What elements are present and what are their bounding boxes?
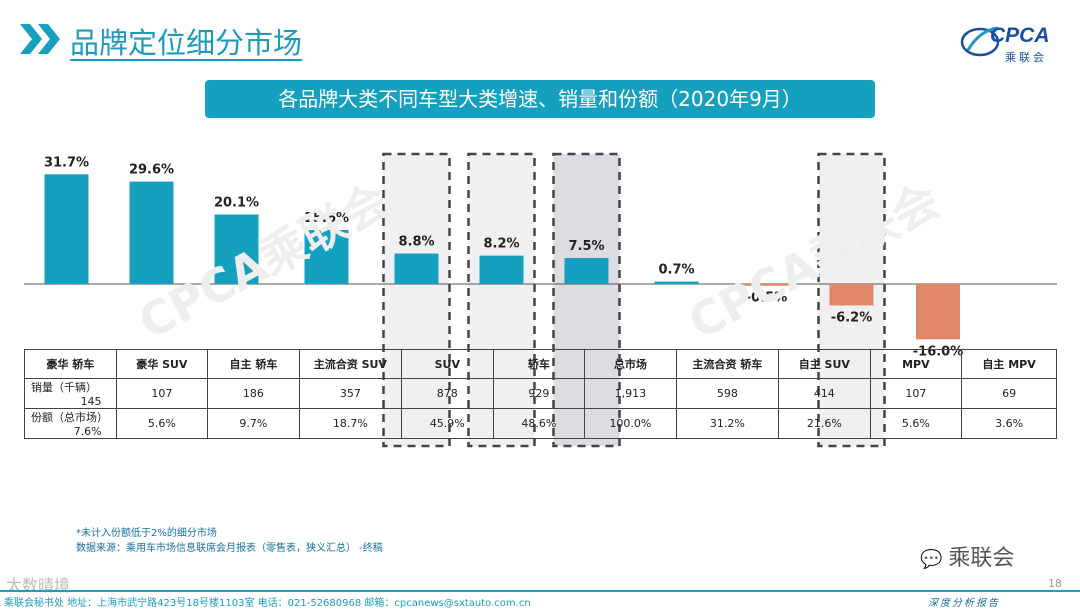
bar-label-6: 7.5% [568, 239, 604, 254]
chevron-icon [20, 24, 60, 54]
table-cell: 21.6% [778, 408, 871, 439]
table-cell: 107 [869, 378, 963, 409]
row-label: 份额（总市场） [31, 411, 108, 424]
cpca-logo [960, 26, 1000, 57]
table-cell: 9.7% [207, 408, 300, 439]
table-cell: 份额（总市场） 7.6% [24, 408, 117, 439]
table-cell: 18.7% [298, 408, 403, 439]
bar-8 [744, 284, 789, 286]
page-number: 18 [1048, 577, 1062, 590]
table-cell: 31.2% [675, 408, 780, 439]
table-cell: 100.0% [584, 408, 677, 439]
table-row: 份额（总市场） 7.6% 5.6% 9.7% 18.7% 45.9% 48.6% 100.0%… [24, 408, 1057, 439]
footer-contact: 乘联会秘书处 地址：上海市武宁路423号18号楼1103室 电话：021-526… [4, 598, 531, 609]
bar-label-9: -6.2% [831, 310, 872, 325]
bar-4 [394, 253, 439, 284]
wechat-name: 乘联会 [948, 546, 1015, 571]
bar-label-8: -0.5% [746, 291, 787, 306]
footnote: *未计入份额低于2%的细分市场 数据来源：乘用车市场信息联席会月报表（零售表，狭… [76, 526, 383, 556]
bar-label-2: 20.1% [214, 195, 259, 210]
row-value: 145 [80, 395, 102, 408]
row-label: 销量（千辆） [31, 381, 97, 394]
table-cell: 销量（千辆） 145 [24, 378, 117, 409]
table-cell: 5.6% [115, 408, 209, 439]
footnote-line1: *未计入份额低于2%的细分市场 [76, 528, 217, 539]
table-header-cell: MPV [869, 349, 963, 379]
table-header-cell: 主流合资 轿车 [675, 349, 780, 379]
table-cell: 598 [675, 378, 780, 409]
table-header-cell: 总市场 [584, 349, 677, 379]
table-row: 销量（千辆） 145 107 186 357 878 929 1,913 598 414 107 69 [24, 378, 1057, 409]
footer-divider [0, 590, 1080, 592]
bar-1 [129, 181, 174, 284]
footer-report-label: 深度分析报告 [928, 598, 1000, 609]
table-header-row: 豪华 轿车 豪华 SUV 自主 轿车 主流合资 SUV SUV 轿车 总市场 主流合资 轿车自… [24, 349, 1057, 379]
table-header-cell: 自主 轿车 [207, 349, 300, 379]
wechat-badge: 💬 乘联会 [920, 540, 1014, 572]
table-cell: 186 [207, 378, 300, 409]
logo-cn: 乘联会 [1005, 51, 1047, 64]
bar-3 [304, 230, 349, 284]
table-header-cell: 豪华 轿车 [24, 349, 117, 379]
bar-label-7: 0.7% [658, 263, 694, 278]
table-cell: 878 [401, 378, 494, 409]
table-header-cell: 自主 MPV [961, 349, 1057, 379]
bar-label-1: 29.6% [129, 163, 174, 178]
table-cell: 357 [298, 378, 403, 409]
page-title: 品牌定位细分市场 [70, 26, 303, 60]
watermark-cpca-2: CPCA乘联会 [680, 173, 948, 350]
bar-6 [564, 258, 609, 284]
table-cell: 107 [115, 378, 209, 409]
data-table: 豪华 轿车 豪华 SUV 自主 轿车 主流合资 SUV SUV 轿车 总市场 主流合资 轿车自… [24, 349, 1057, 439]
table-header-cell: 自主 SUV [778, 349, 871, 379]
table-cell: 5.6% [869, 408, 963, 439]
table-header-cell: 主流合资 SUV [298, 349, 403, 379]
wechat-icon: 💬 [920, 549, 943, 570]
bar-10 [916, 284, 960, 340]
bar-label-4: 8.8% [398, 235, 434, 250]
table-header-cell: 轿车 [492, 349, 586, 379]
table-cell: 69 [961, 378, 1057, 409]
bar-label-0: 31.7% [44, 155, 89, 170]
chart-subtitle: 各品牌大类不同车型大类增速、销量和份额（2020年9月） [205, 80, 875, 118]
bar-label-5: 8.2% [483, 237, 519, 252]
table-header-cell: SUV [401, 349, 494, 379]
bar-7 [654, 281, 699, 284]
watermark-text: 太数晴境 [6, 576, 71, 595]
table-cell: 1,913 [584, 378, 677, 409]
table-cell: 3.6% [961, 408, 1057, 439]
bar-label-3: 15.6% [304, 211, 349, 226]
table-cell: 414 [778, 378, 871, 409]
footnote-line2: 数据来源：乘用车市场信息联席会月报表（零售表，狭义汇总） -终稿 [76, 543, 383, 554]
bar-5 [479, 255, 524, 284]
bar-9 [829, 284, 874, 306]
bar-0 [44, 174, 89, 284]
logo-text: CPCA [990, 24, 1050, 47]
table-cell: 48.6% [492, 408, 586, 439]
table-header-cell: 豪华 SUV [115, 349, 209, 379]
row-value: 7.6% [73, 425, 102, 438]
table-cell: 929 [492, 378, 586, 409]
table-cell: 45.9% [401, 408, 494, 439]
bar-2 [214, 214, 259, 284]
